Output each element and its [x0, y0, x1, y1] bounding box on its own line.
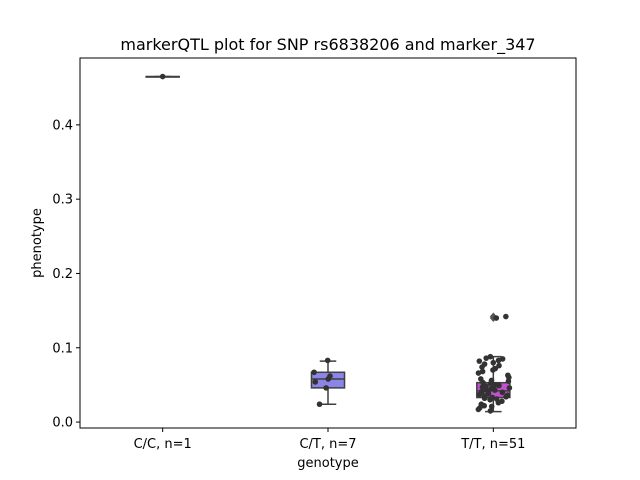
- x-axis-label: genotype: [297, 456, 358, 471]
- y-tick-label: 0.0: [52, 416, 73, 431]
- data-point: [323, 385, 329, 391]
- y-tick-label: 0.2: [52, 267, 73, 282]
- data-point: [475, 406, 482, 413]
- data-point: [476, 391, 483, 398]
- data-point: [481, 402, 488, 409]
- data-point: [490, 359, 497, 366]
- data-point: [506, 385, 513, 391]
- data-point: [476, 358, 483, 364]
- chart-title: markerQTL plot for SNP rs6838206 and mar…: [120, 35, 535, 55]
- y-tick-label: 0.4: [52, 118, 73, 133]
- y-tick-label: 0.3: [52, 193, 73, 208]
- data-point: [311, 369, 317, 376]
- y-axis: 0.0 0.1 0.2 0.3 0.4: [52, 118, 80, 431]
- data-point: [505, 378, 512, 384]
- x-tick-label: C/T, n=7: [299, 437, 356, 452]
- y-axis-label: phenotype: [30, 208, 45, 278]
- data-point: [479, 364, 485, 370]
- data-point: [483, 355, 490, 361]
- data-point: [503, 313, 509, 320]
- data-point: [325, 376, 332, 382]
- x-tick-label: T/T, n=51: [460, 437, 525, 452]
- data-point: [495, 357, 502, 364]
- data-point: [475, 370, 482, 376]
- data-point: [487, 396, 493, 403]
- point-group: [159, 73, 513, 414]
- data-point: [159, 73, 166, 80]
- data-point: [492, 387, 498, 393]
- data-point: [481, 395, 488, 402]
- data-point: [493, 315, 500, 321]
- data-point: [495, 399, 502, 406]
- data-point: [499, 389, 506, 396]
- data-point: [312, 379, 319, 385]
- data-point: [503, 393, 509, 400]
- data-point: [324, 357, 331, 364]
- data-point: [316, 401, 323, 408]
- data-point: [496, 382, 502, 389]
- data-point: [490, 367, 496, 373]
- data-point: [487, 380, 494, 387]
- x-tick-label: C/C, n=1: [134, 437, 192, 452]
- y-tick-label: 0.1: [52, 341, 73, 356]
- x-axis: C/C, n=1 C/T, n=7 T/T, n=51: [134, 428, 525, 452]
- data-point: [487, 408, 494, 414]
- data-point: [488, 403, 495, 410]
- data-point: [480, 379, 486, 386]
